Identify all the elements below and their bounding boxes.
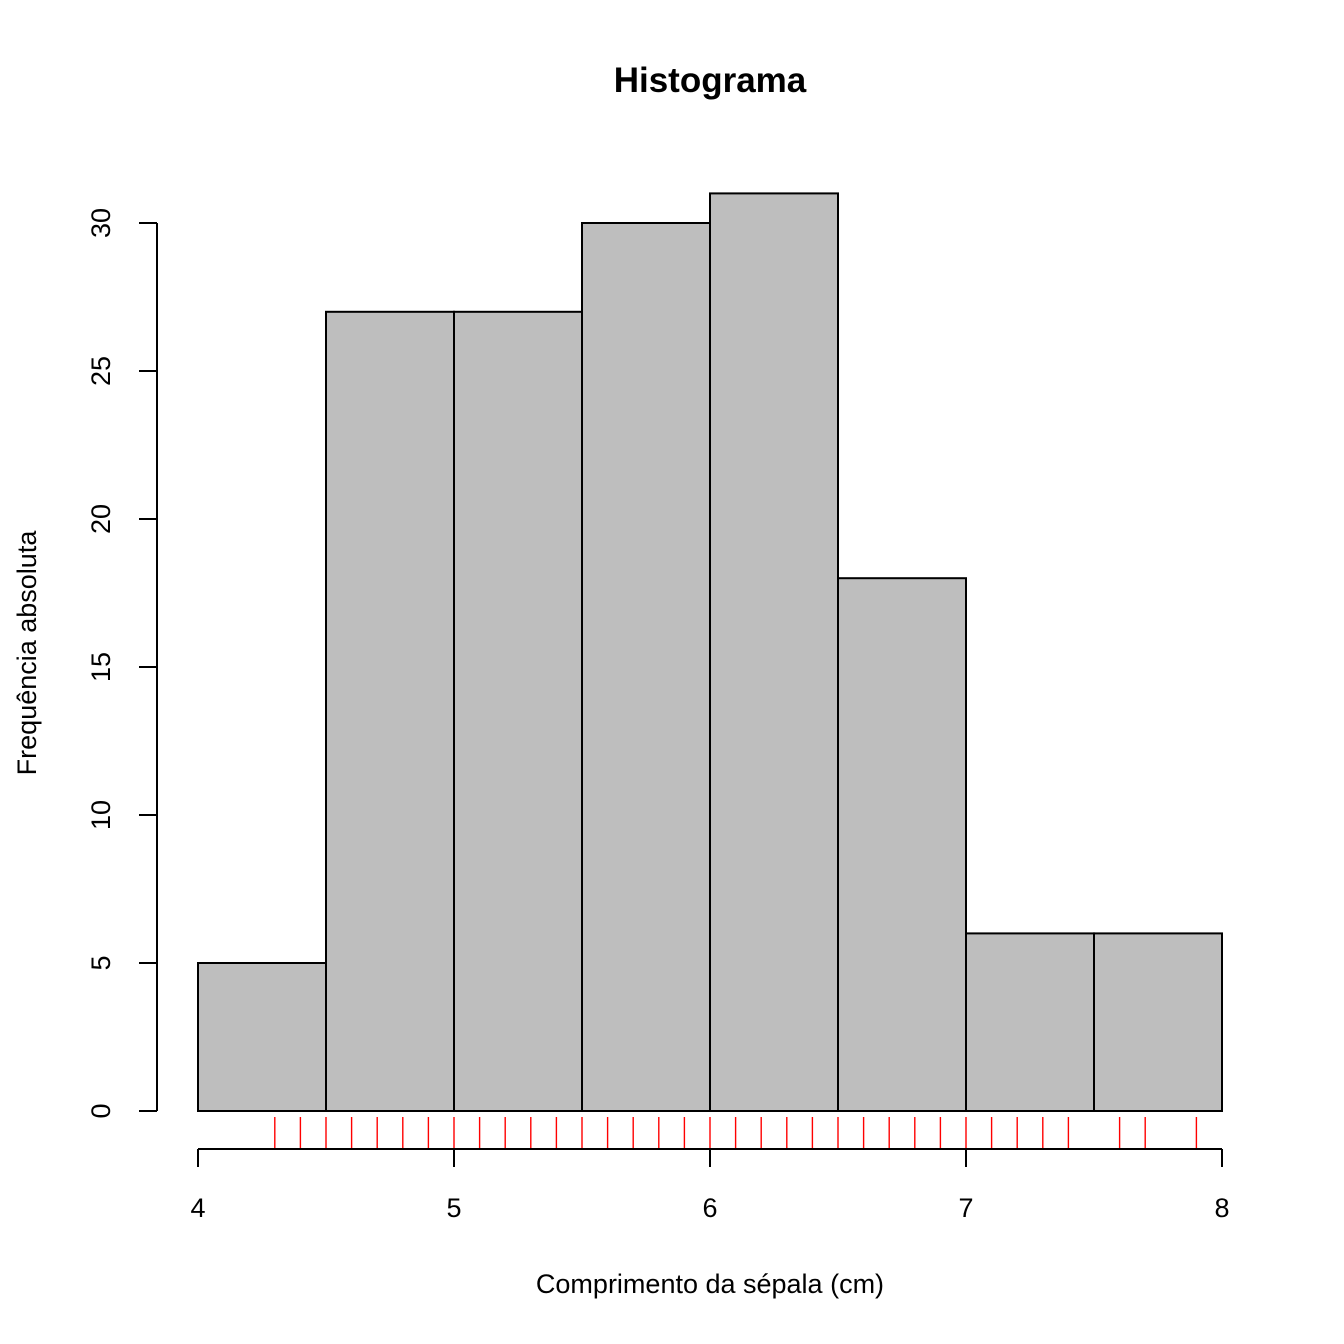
bars-group <box>197 192 1223 1113</box>
chart-title: Histograma <box>614 61 807 100</box>
y-tick-label-2: 5 <box>86 955 116 970</box>
y-tick-label-6: 25 <box>86 356 116 386</box>
histogram-bar-4 <box>581 222 711 1112</box>
x-tick-label-4: 7 <box>958 1193 973 1223</box>
y-axis: 0 5 10 15 20 25 30 <box>86 208 158 1119</box>
x-axis: 4 5 6 7 8 <box>190 1148 1230 1223</box>
histogram-bar-6 <box>837 577 967 1112</box>
y-tick-label-7: 30 <box>86 208 116 238</box>
x-axis-label: Comprimento da sépala (cm) <box>536 1269 884 1299</box>
y-tick-label-4: 15 <box>86 652 116 682</box>
x-tick-label-5: 8 <box>1214 1193 1229 1223</box>
y-axis-label: Frequência absoluta <box>12 530 42 776</box>
histogram-bar-3 <box>453 310 583 1112</box>
y-tick-label-1: 0 <box>86 1103 116 1118</box>
x-tick-label-1: 4 <box>190 1193 205 1223</box>
histogram-bar-1 <box>197 962 327 1112</box>
y-tick-label-5: 20 <box>86 504 116 534</box>
rug-group <box>274 1117 1198 1149</box>
histogram-bar-5 <box>709 192 839 1112</box>
x-tick-label-2: 5 <box>446 1193 461 1223</box>
histogram-bar-2 <box>325 310 455 1112</box>
histogram-bar-7 <box>965 932 1095 1113</box>
x-tick-label-3: 6 <box>702 1193 717 1223</box>
y-tick-label-3: 10 <box>86 800 116 830</box>
histogram-bar-8 <box>1093 932 1223 1113</box>
